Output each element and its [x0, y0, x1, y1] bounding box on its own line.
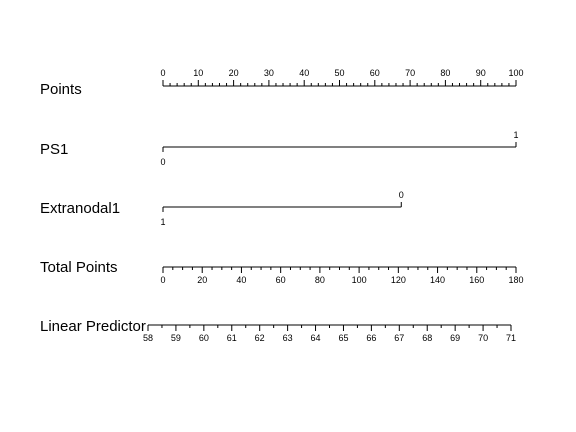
- row-label-points: Points: [40, 81, 82, 98]
- extranodal1-level-label: 1: [160, 217, 165, 227]
- points-tick-label: 100: [508, 68, 523, 78]
- linear-predictor-tick-label: 58: [143, 333, 153, 343]
- ps1-factor-axis: 01: [160, 130, 518, 167]
- row-extranodal1: Extranodal1 10: [40, 190, 404, 227]
- linear-predictor-tick-label: 71: [506, 333, 516, 343]
- linear-predictor-tick-label: 60: [199, 333, 209, 343]
- row-label-ps1: PS1: [40, 141, 68, 158]
- linear-predictor-tick-label: 68: [422, 333, 432, 343]
- linear-predictor-tick-label: 59: [171, 333, 181, 343]
- linear-predictor-tick-label: 62: [255, 333, 265, 343]
- points-tick-label: 90: [476, 68, 486, 78]
- row-total-points: Total Points 0 20 40 60 80 100 120 140 160 180: [40, 259, 524, 285]
- points-tick-label: 10: [193, 68, 203, 78]
- points-tick-label: 60: [370, 68, 380, 78]
- total-points-tick-label: 140: [430, 275, 445, 285]
- points-tick-label: 50: [334, 68, 344, 78]
- row-label-total-points: Total Points: [40, 259, 118, 276]
- points-tick-label: 40: [299, 68, 309, 78]
- total-points-tick-label: 80: [315, 275, 325, 285]
- points-tick-label: 0: [160, 68, 165, 78]
- row-linear-predictor: Linear Predictor 58 59 60 61 62 63 64 65 66 67 68 6…: [40, 318, 516, 343]
- total-points-tick-label: 100: [352, 275, 367, 285]
- points-tick-label: 80: [440, 68, 450, 78]
- linear-predictor-tick-label: 69: [450, 333, 460, 343]
- linear-predictor-tick-label: 70: [478, 333, 488, 343]
- total-points-tick-label: 20: [197, 275, 207, 285]
- row-ps1: PS1 01: [40, 130, 519, 167]
- total-points-tick-label: 160: [469, 275, 484, 285]
- linear-predictor-tick-label: 61: [227, 333, 237, 343]
- total-points-scale: 0 20 40 60 80 100 120 140 160 180: [160, 266, 524, 285]
- points-tick-label: 70: [405, 68, 415, 78]
- linear-predictor-tick-label: 66: [366, 333, 376, 343]
- points-scale: 0 10 20 30 40 50 60 70 80 90 100: [160, 68, 524, 87]
- points-tick-label: 30: [264, 68, 274, 78]
- total-points-tick-label: 60: [276, 275, 286, 285]
- linear-predictor-tick-label: 63: [283, 333, 293, 343]
- linear-predictor-tick-label: 67: [394, 333, 404, 343]
- points-tick-label: 20: [229, 68, 239, 78]
- row-label-linear-predictor: Linear Predictor: [40, 318, 146, 335]
- extranodal1-factor-axis: 10: [160, 190, 403, 227]
- extranodal1-level-label: 0: [399, 190, 404, 200]
- total-points-tick-label: 120: [391, 275, 406, 285]
- row-label-extranodal1: Extranodal1: [40, 200, 120, 217]
- row-points: Points 0 10 20 30 40 50 60 70 80 90 100: [40, 68, 524, 98]
- ps1-level-label: 0: [160, 157, 165, 167]
- linear-predictor-tick-label: 64: [311, 333, 321, 343]
- linear-predictor-scale: 58 59 60 61 62 63 64 65 66 67 68 69 70 71: [143, 324, 516, 343]
- total-points-tick-label: 180: [508, 275, 523, 285]
- total-points-tick-label: 40: [236, 275, 246, 285]
- total-points-tick-label: 0: [160, 275, 165, 285]
- linear-predictor-tick-label: 65: [338, 333, 348, 343]
- ps1-level-label: 1: [513, 130, 518, 140]
